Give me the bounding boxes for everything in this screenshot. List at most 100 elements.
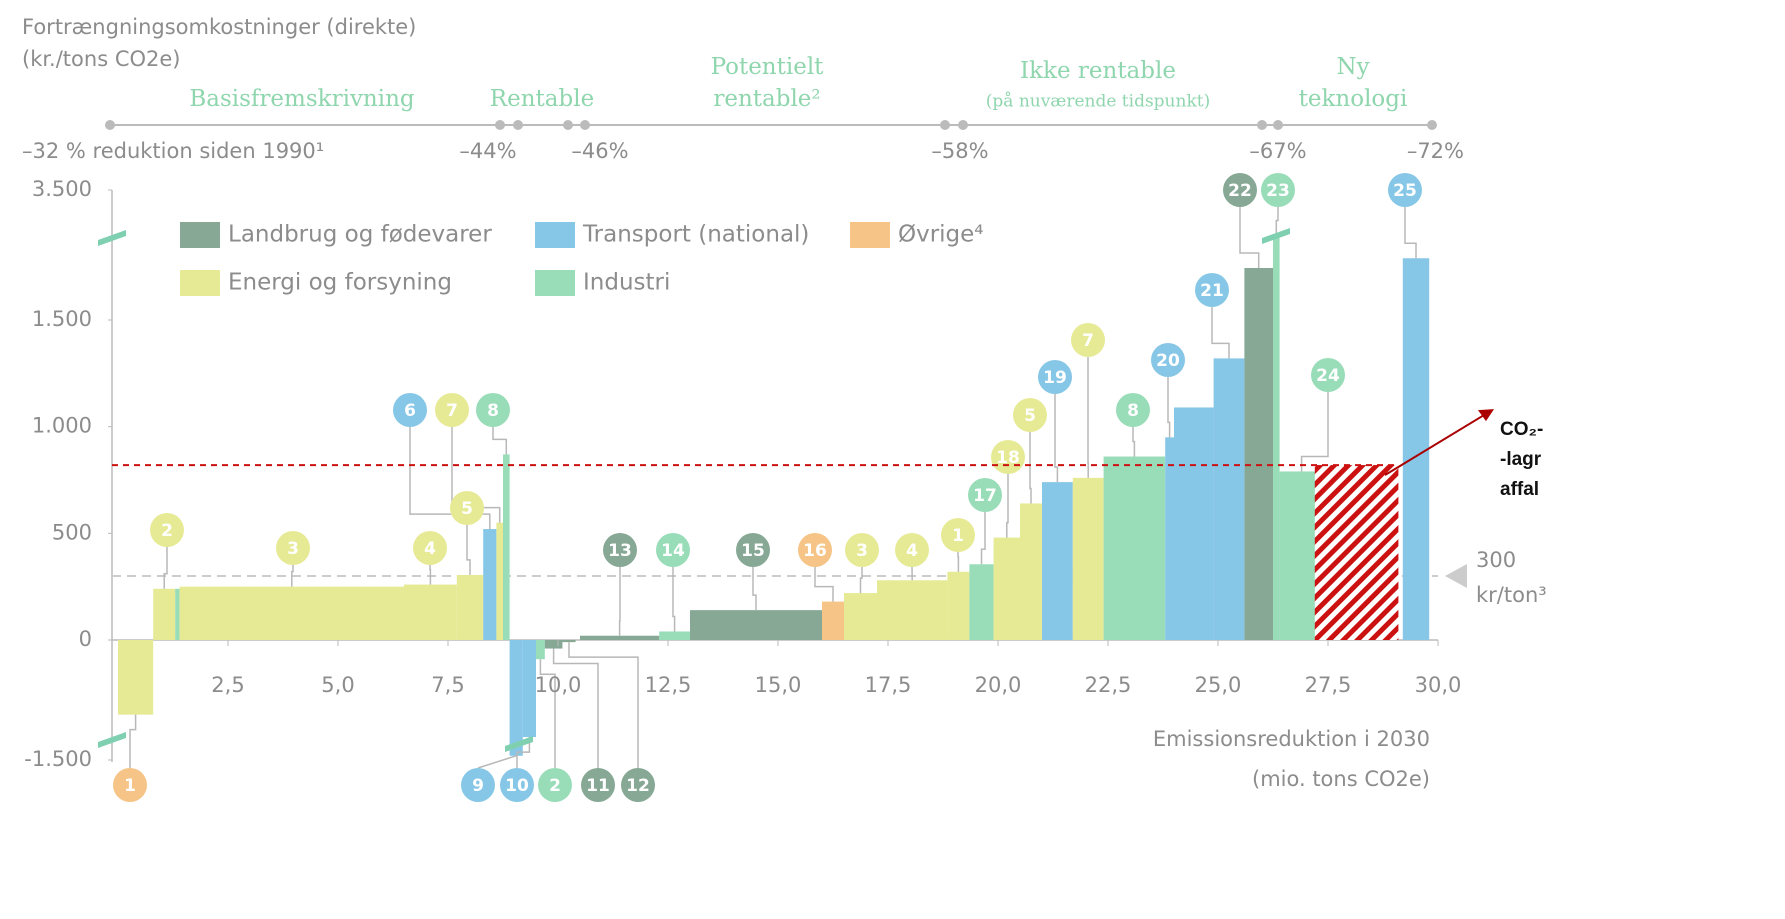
milestone-label: –44% <box>459 139 516 163</box>
legend-swatch <box>535 222 575 248</box>
phase-label: Basisfremskrivning <box>189 86 415 112</box>
legend-swatch <box>535 270 575 296</box>
bar-label: 8 <box>1127 401 1139 421</box>
leader-line <box>1276 207 1278 236</box>
milestone-label: –72% <box>1407 139 1464 163</box>
bar <box>545 640 563 649</box>
bar-label: 19 <box>1043 368 1067 388</box>
timeline-dot <box>563 120 573 130</box>
x-title: Emissionsreduktion i 2030 <box>1153 727 1430 751</box>
leader-line <box>1007 474 1008 538</box>
x-tick-label: 15,0 <box>755 673 802 697</box>
annotation-text: affal <box>1500 479 1539 500</box>
bar <box>1165 437 1174 640</box>
legend-label: Transport (national) <box>582 222 809 248</box>
leader-line <box>478 756 516 768</box>
y-tick-label: 500 <box>52 520 92 544</box>
reference-value: 300 <box>1476 548 1516 572</box>
bar-label: 2 <box>549 776 561 796</box>
bar <box>1174 407 1214 640</box>
milestone-label: –46% <box>571 139 628 163</box>
bar <box>844 593 877 640</box>
bar-label: 4 <box>906 541 918 561</box>
bar-label: 7 <box>446 401 458 421</box>
timeline-dot <box>105 120 115 130</box>
bar-label: 9 <box>472 776 484 796</box>
leader-line <box>982 512 986 564</box>
phase-label: rentable² <box>713 86 820 112</box>
bar <box>877 580 947 640</box>
bar-label: 5 <box>461 499 473 519</box>
x-tick-label: 10,0 <box>535 673 582 697</box>
bar <box>1244 268 1273 640</box>
x-tick-label: 5,0 <box>321 673 354 697</box>
bar-label: 5 <box>1024 406 1036 426</box>
bar <box>503 454 510 640</box>
bar-label: 8 <box>487 401 499 421</box>
annotation-text: -lagr <box>1500 449 1542 470</box>
bar-label: 10 <box>505 776 529 796</box>
bar <box>1073 478 1104 640</box>
reference-marker <box>1445 564 1467 588</box>
bar <box>1020 503 1042 640</box>
legend-swatch <box>180 222 220 248</box>
bar <box>1042 482 1073 640</box>
phase-label: Ny <box>1336 54 1369 80</box>
y-title: Fortrængningsomkostninger (direkte) <box>22 15 416 39</box>
bar <box>536 640 545 659</box>
leader-line <box>467 525 470 575</box>
bar <box>659 631 690 640</box>
leader-line <box>1212 307 1229 358</box>
timeline-dot <box>1427 120 1437 130</box>
bar-label: 6 <box>404 401 416 421</box>
legend-label: Energi og forsyning <box>228 270 452 296</box>
leader-line <box>861 567 863 593</box>
bar-label: 7 <box>1082 331 1094 351</box>
legend-swatch <box>180 270 220 296</box>
annotation-arrow <box>1385 415 1484 475</box>
y-tick-label: 1.000 <box>32 414 92 438</box>
bar-label: 15 <box>741 541 765 561</box>
bar <box>153 589 175 640</box>
x-tick-label: 20,0 <box>975 673 1022 697</box>
annotation-arrowhead <box>1478 409 1494 421</box>
phase-label: (på nuværende tidspunkt) <box>986 92 1210 112</box>
phase-label: teknologi <box>1299 86 1408 112</box>
bar <box>483 529 496 640</box>
bar <box>1214 358 1245 640</box>
bar <box>690 610 822 640</box>
bar-label: 17 <box>973 486 997 506</box>
milestone-label: –58% <box>931 139 988 163</box>
bar-label: 12 <box>626 776 650 796</box>
legend-swatch <box>850 222 890 248</box>
bar <box>510 640 523 756</box>
bar <box>822 602 844 640</box>
bar <box>1273 236 1280 641</box>
bar <box>1104 457 1166 640</box>
legend-label: Landbrug og fødevarer <box>228 222 492 248</box>
timeline-dot <box>1273 120 1283 130</box>
bar <box>994 538 1020 640</box>
y-title: (kr./tons CO2e) <box>22 47 180 71</box>
bar-label: 3 <box>287 539 299 559</box>
leader-line <box>554 649 598 768</box>
x-tick-label: 30,0 <box>1415 673 1462 697</box>
bar-label: 23 <box>1266 181 1290 201</box>
bar <box>496 523 503 640</box>
x-tick-label: 7,5 <box>431 673 464 697</box>
bar-label: 24 <box>1316 366 1340 386</box>
leader-line <box>1405 207 1416 258</box>
legend-label: Øvrige⁴ <box>898 222 984 248</box>
timeline-dot <box>513 120 523 130</box>
x-tick-label: 2,5 <box>211 673 244 697</box>
leader-line <box>1168 377 1170 437</box>
phase-label: Potentielt <box>711 54 825 80</box>
bar-label: 4 <box>424 539 436 559</box>
x-tick-label: 25,0 <box>1195 673 1242 697</box>
bar-label: 16 <box>803 541 827 561</box>
y-tick-label: 1.500 <box>32 307 92 331</box>
x-tick-label: 27,5 <box>1305 673 1352 697</box>
bar <box>1403 258 1429 640</box>
timeline-dot <box>940 120 950 130</box>
